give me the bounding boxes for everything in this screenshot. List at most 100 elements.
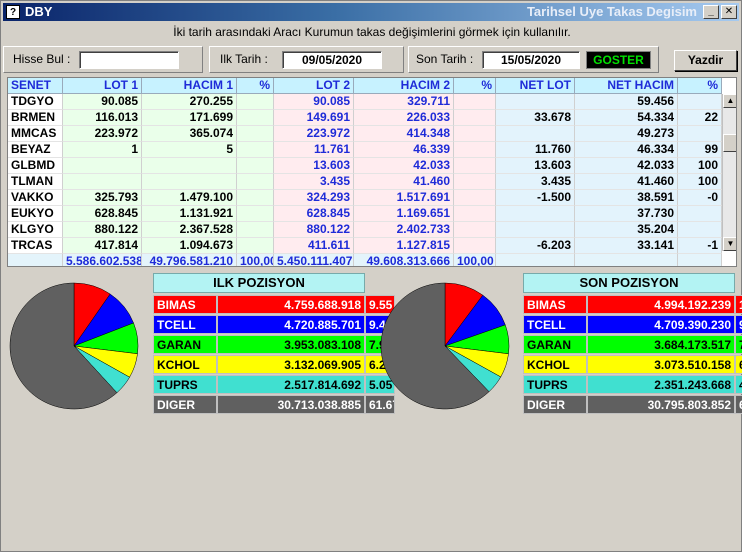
app-icon[interactable]: ?: [6, 5, 20, 19]
takas-grid[interactable]: SENET LOT 1 HACIM 1 % LOT 2 HACIM 2 % NE…: [7, 77, 737, 267]
grid-cell[interactable]: 324.293: [274, 190, 354, 206]
position-row[interactable]: KCHOL 3.132.069.905 6.28: [153, 355, 395, 374]
grid-cell[interactable]: [237, 222, 274, 238]
grid-cell[interactable]: 414.348: [354, 126, 454, 142]
title-bar[interactable]: ? DBY Tarihsel Uye Takas Degisim _ ✕: [3, 3, 739, 21]
close-button[interactable]: ✕: [721, 5, 737, 19]
ilk-tarih-input[interactable]: 09/05/2020: [282, 51, 382, 69]
grid-cell[interactable]: 33.141: [575, 238, 678, 254]
grid-cell[interactable]: [63, 158, 142, 174]
grid-cell[interactable]: [142, 158, 237, 174]
hisse-bul-input[interactable]: [79, 51, 179, 69]
grid-cell[interactable]: 628.845: [274, 206, 354, 222]
grid-cell[interactable]: 13.603: [274, 158, 354, 174]
grid-cell[interactable]: 2.402.733: [354, 222, 454, 238]
grid-cell[interactable]: 365.074: [142, 126, 237, 142]
grid-cell[interactable]: 41.460: [354, 174, 454, 190]
col-header[interactable]: NET LOT: [496, 78, 575, 94]
grid-cell[interactable]: GLBMD: [8, 158, 63, 174]
grid-cell[interactable]: [142, 174, 237, 190]
total-cell[interactable]: 49.796.581.210: [142, 254, 237, 266]
grid-cell[interactable]: TLMAN: [8, 174, 63, 190]
grid-cell[interactable]: [496, 222, 575, 238]
grid-cell[interactable]: [454, 158, 496, 174]
grid-cell[interactable]: 42.033: [354, 158, 454, 174]
grid-cell[interactable]: [496, 206, 575, 222]
scroll-down-icon[interactable]: ▼: [723, 237, 736, 251]
col-header[interactable]: %: [237, 78, 274, 94]
position-row[interactable]: TCELL 4.720.885.701 9.48: [153, 315, 395, 334]
total-cell[interactable]: [8, 254, 63, 266]
grid-cell[interactable]: 171.699: [142, 110, 237, 126]
grid-cell[interactable]: 90.085: [63, 94, 142, 110]
grid-cell[interactable]: 628.845: [63, 206, 142, 222]
grid-cell[interactable]: [496, 94, 575, 110]
minimize-button[interactable]: _: [703, 5, 719, 19]
grid-cell[interactable]: [454, 190, 496, 206]
grid-cell[interactable]: [678, 222, 722, 238]
total-cell[interactable]: [678, 254, 722, 266]
grid-cell[interactable]: -1: [678, 238, 722, 254]
table-row[interactable]: VAKKO 325.793 1.479.100 324.293 1.517.691 -1.…: [8, 190, 736, 206]
grid-cell[interactable]: 1: [63, 142, 142, 158]
grid-cell[interactable]: 13.603: [496, 158, 575, 174]
total-cell[interactable]: [496, 254, 575, 266]
scroll-up-icon[interactable]: ▲: [723, 94, 736, 108]
total-cell[interactable]: [575, 254, 678, 266]
grid-cell[interactable]: [454, 126, 496, 142]
grid-cell[interactable]: 325.793: [63, 190, 142, 206]
grid-cell[interactable]: [454, 222, 496, 238]
grid-cell[interactable]: KLGYO: [8, 222, 63, 238]
col-header[interactable]: %: [454, 78, 496, 94]
total-cell[interactable]: 49.608.313.666: [354, 254, 454, 266]
col-header[interactable]: LOT 1: [63, 78, 142, 94]
grid-cell[interactable]: 42.033: [575, 158, 678, 174]
grid-cell[interactable]: 880.122: [63, 222, 142, 238]
total-cell[interactable]: 100,00: [237, 254, 274, 266]
grid-cell[interactable]: TRCAS: [8, 238, 63, 254]
grid-cell[interactable]: TDGYO: [8, 94, 63, 110]
col-header[interactable]: HACIM 2: [354, 78, 454, 94]
grid-cell[interactable]: 3.435: [496, 174, 575, 190]
grid-cell[interactable]: 41.460: [575, 174, 678, 190]
total-cell[interactable]: 5.586.602.538: [63, 254, 142, 266]
table-row[interactable]: TLMAN 3.435 41.460 3.435 41.460 100: [8, 174, 736, 190]
grid-cell[interactable]: 1.131.921: [142, 206, 237, 222]
grid-cell[interactable]: 54.334: [575, 110, 678, 126]
son-tarih-input[interactable]: 15/05/2020: [482, 51, 580, 69]
grid-cell[interactable]: [454, 110, 496, 126]
position-row[interactable]: GARAN 3.953.083.108 7.93: [153, 335, 395, 354]
grid-cell[interactable]: 49.273: [575, 126, 678, 142]
grid-cell[interactable]: 1.169.651: [354, 206, 454, 222]
table-row[interactable]: MMCAS 223.972 365.074 223.972 414.348 49.273: [8, 126, 736, 142]
grid-cell[interactable]: 880.122: [274, 222, 354, 238]
grid-cell[interactable]: 38.591: [575, 190, 678, 206]
grid-cell[interactable]: [454, 94, 496, 110]
grid-cell[interactable]: 11.760: [496, 142, 575, 158]
grid-cell[interactable]: -6.203: [496, 238, 575, 254]
grid-cell[interactable]: -0: [678, 190, 722, 206]
grid-total-row[interactable]: 5.586.602.538 49.796.581.210 100,00 5.450.1…: [8, 254, 736, 266]
grid-cell[interactable]: [237, 158, 274, 174]
grid-cell[interactable]: [454, 174, 496, 190]
yazdir-button[interactable]: Yazdir: [674, 50, 737, 71]
grid-cell[interactable]: 116.013: [63, 110, 142, 126]
grid-cell[interactable]: 1.127.815: [354, 238, 454, 254]
grid-cell[interactable]: 35.204: [575, 222, 678, 238]
grid-cell[interactable]: [678, 94, 722, 110]
grid-cell[interactable]: [496, 126, 575, 142]
table-row[interactable]: BRMEN 116.013 171.699 149.691 226.033 33.678 5…: [8, 110, 736, 126]
col-header[interactable]: HACIM 1: [142, 78, 237, 94]
grid-cell[interactable]: 223.972: [274, 126, 354, 142]
grid-cell[interactable]: 46.339: [354, 142, 454, 158]
grid-cell[interactable]: 99: [678, 142, 722, 158]
grid-cell[interactable]: 417.814: [63, 238, 142, 254]
grid-cell[interactable]: 22: [678, 110, 722, 126]
table-row[interactable]: TRCAS 417.814 1.094.673 411.611 1.127.815 -6.…: [8, 238, 736, 254]
table-row[interactable]: TDGYO 90.085 270.255 90.085 329.711 59.456: [8, 94, 736, 110]
